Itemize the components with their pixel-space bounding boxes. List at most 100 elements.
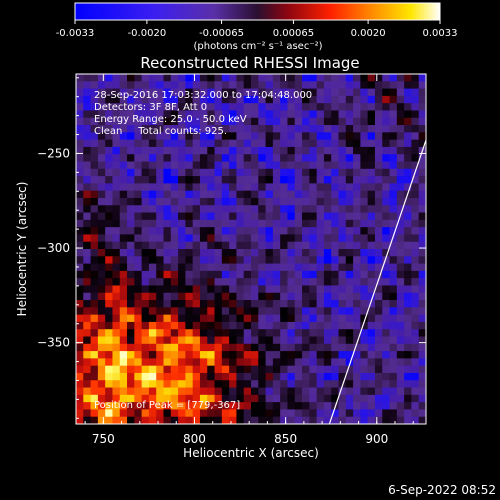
heatmap-cell [382, 227, 390, 235]
heatmap-cell [90, 278, 99, 286]
heatmap-cell [214, 394, 223, 403]
heatmap-cell [345, 125, 354, 133]
heatmap-cell [214, 314, 223, 323]
heatmap-cell [76, 314, 84, 323]
heatmap-cell [258, 402, 266, 410]
heatmap-cell [265, 256, 274, 264]
heatmap-cell [83, 205, 91, 213]
heatmap-cell [265, 336, 274, 345]
heatmap-cell [207, 212, 215, 221]
heatmap-cell [258, 263, 266, 272]
heatmap-cell [119, 343, 128, 352]
heatmap-cell [148, 139, 157, 148]
heatmap-cell [367, 351, 376, 359]
heatmap-cell [404, 183, 412, 192]
heatmap-cell [323, 183, 332, 192]
heatmap-cell [105, 270, 113, 279]
heatmap-cell [389, 307, 398, 316]
heatmap-cell [97, 278, 106, 286]
heatmap-cell [353, 146, 361, 155]
heatmap-cell [156, 394, 164, 403]
heatmap-cell [309, 117, 318, 126]
heatmap-cell [367, 146, 376, 155]
heatmap-cell [280, 292, 288, 301]
solar-limb-line [328, 140, 427, 425]
heatmap-cell [345, 329, 354, 337]
heatmap-cell [127, 219, 135, 228]
heatmap-cell [418, 278, 426, 286]
heatmap-cell [199, 300, 208, 308]
heatmap-cell [214, 380, 223, 388]
heatmap-cell [294, 372, 303, 381]
heatmap-cell [280, 365, 288, 374]
heatmap-cell [331, 197, 339, 206]
heatmap-cell [185, 227, 194, 235]
heatmap-cell [105, 81, 113, 89]
heatmap-cell [214, 321, 223, 330]
heatmap-cell [251, 343, 259, 352]
heatmap-cell [214, 358, 223, 367]
heatmap-cell [236, 249, 245, 257]
heatmap-cell [97, 88, 106, 97]
heatmap-cell [90, 125, 99, 133]
heatmap-cell [156, 365, 164, 374]
heatmap-cell [382, 351, 390, 359]
y-tick-label: −250 [37, 146, 70, 160]
heatmap-cell [389, 81, 398, 89]
heatmap-cell [163, 168, 172, 177]
heatmap-cell [207, 241, 215, 250]
heatmap-cell [316, 343, 325, 352]
heatmap-cell [83, 285, 91, 294]
heatmap-cell [309, 263, 318, 272]
heatmap-cell [294, 249, 303, 257]
heatmap-cell [156, 343, 164, 352]
heatmap-cell [302, 292, 310, 301]
heatmap-cell [214, 168, 223, 177]
heatmap-cell [294, 241, 303, 250]
heatmap-cell [148, 74, 157, 82]
heatmap-cell [411, 110, 420, 119]
heatmap-cell [119, 117, 128, 126]
heatmap-cell [258, 256, 266, 264]
heatmap-cell [265, 234, 274, 243]
heatmap-cell [105, 300, 113, 308]
heatmap-cell [119, 81, 128, 89]
heatmap-cell [163, 176, 172, 184]
heatmap-cell [192, 351, 201, 359]
heatmap-cell [207, 161, 215, 170]
heatmap-cell [418, 219, 426, 228]
heatmap-cell [294, 219, 303, 228]
heatmap-cell [97, 365, 106, 374]
heatmap-cell [374, 117, 383, 126]
heatmap-cell [148, 278, 157, 286]
heatmap-cell [309, 336, 318, 345]
heatmap-cell [156, 88, 164, 97]
heatmap-cell [163, 394, 172, 403]
heatmap-cell [258, 227, 266, 235]
heatmap-cell [170, 292, 179, 301]
heatmap-cell [331, 241, 339, 250]
heatmap-cell [367, 321, 376, 330]
heatmap-cell [316, 154, 325, 162]
heatmap-cell [170, 270, 179, 279]
heatmap-cell [192, 154, 201, 162]
heatmap-cell [156, 161, 164, 170]
heatmap-cell [251, 249, 259, 257]
heatmap-cell [192, 190, 201, 199]
heatmap-cell [338, 372, 347, 381]
heatmap-cell [185, 241, 194, 250]
heatmap-cell [229, 183, 237, 192]
heatmap-cell [367, 263, 376, 272]
heatmap-cell [127, 300, 135, 308]
heatmap-cell [127, 139, 135, 148]
heatmap-cell [112, 212, 121, 221]
heatmap-cell [97, 103, 106, 111]
heatmap-cell [112, 197, 121, 206]
heatmap-cell [287, 300, 296, 308]
heatmap-cell [389, 183, 398, 192]
heatmap-cell [199, 336, 208, 345]
heatmap-cell [404, 365, 412, 374]
heatmap-cell [178, 241, 186, 250]
heatmap-cell [396, 139, 405, 148]
heatmap-cell [127, 351, 135, 359]
